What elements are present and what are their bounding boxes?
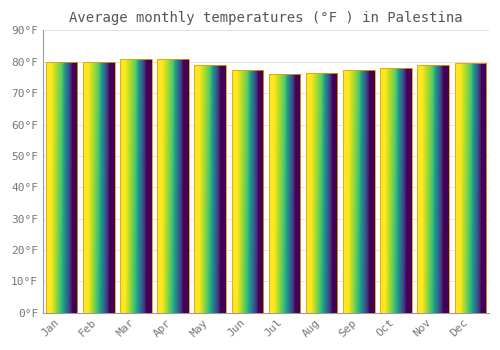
Bar [380,68,412,313]
Bar [46,62,78,313]
Bar [83,62,114,313]
Bar [343,70,374,313]
Bar [268,74,300,313]
Bar [232,70,263,313]
Bar [418,65,449,313]
Bar [157,59,189,313]
Bar [120,59,152,313]
Bar [194,65,226,313]
Bar [306,73,338,313]
Title: Average monthly temperatures (°F ) in Palestina: Average monthly temperatures (°F ) in Pa… [69,11,462,25]
Bar [454,63,486,313]
